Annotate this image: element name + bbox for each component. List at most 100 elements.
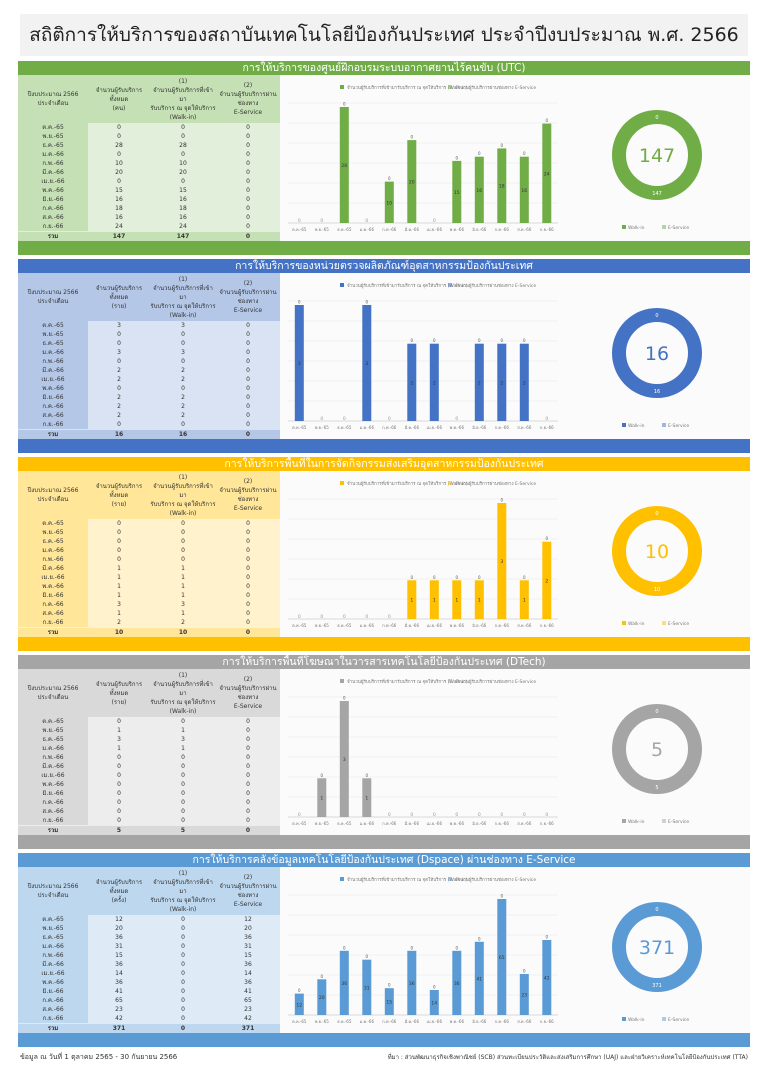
bar: [317, 979, 327, 1015]
x-tick-label: ส.ค.-66: [517, 227, 532, 232]
service-section: การให้บริการของหน่วยตรวจผลิตภัณฑ์อุตสาหก…: [18, 259, 750, 453]
walkin-sum-cell: 16: [178, 431, 188, 438]
header-eservice-number: (2): [243, 478, 253, 485]
eservice-cell: 0: [246, 556, 250, 563]
header-walkin-number: (1): [178, 671, 188, 679]
header-total-unit: (ครั้ง): [111, 896, 127, 904]
total-cell: 0: [117, 178, 121, 185]
total-cell: 1: [117, 565, 121, 572]
chart-background: [280, 273, 564, 439]
walkin-cell: 0: [181, 331, 185, 338]
bar: [362, 959, 372, 1015]
month-cell: ม.ค.-66: [18, 744, 88, 753]
legend-eservice-swatch: [448, 283, 452, 287]
total-cell: 36: [115, 934, 123, 941]
walkin-cell: 0: [181, 556, 185, 563]
bar-chart-svg: จำนวนผู้รับบริการที่เข้ามารับบริการ ณ จุ…: [280, 471, 564, 637]
bar-value-label: 36: [341, 981, 347, 987]
bar-chart-svg: จำนวนผู้รับบริการที่เข้ามารับบริการ ณ จุ…: [280, 867, 564, 1033]
bar-value-label: 0: [343, 416, 346, 422]
x-tick-label: ส.ค.-66: [517, 623, 532, 628]
month-cell: พ.ย.-65: [18, 132, 88, 141]
bar-value-label: 0: [455, 812, 458, 818]
donut-top-label: 0: [655, 907, 658, 913]
donut-center-value: 16: [645, 343, 669, 365]
table-row: ต.ค.-65 3 3 0: [18, 321, 280, 330]
table-row: มิ.ย.-66 0 0 0: [18, 789, 280, 798]
eservice-cell: 0: [246, 421, 250, 428]
donut-center-value: 147: [639, 145, 675, 167]
x-tick-label: ส.ค.-66: [517, 1019, 532, 1024]
table-row: ธ.ค.-65 0 0 0: [18, 537, 280, 546]
x-tick-label: ก.พ.-66: [382, 623, 397, 628]
eservice-cell: 0: [246, 178, 250, 185]
x-tick-label: ก.ย.-66: [540, 1019, 554, 1024]
table-row: ก.ค.-66 18 18 0: [18, 204, 280, 213]
section-footer-band: [18, 241, 750, 255]
table-row: เม.ย.-66 0 0 0: [18, 771, 280, 780]
table-row: ก.ย.-66 0 0 0: [18, 420, 280, 429]
header-walkin: (1) จำนวนผู้รับบริการที่เข้ามา รับบริการ …: [150, 867, 216, 915]
eservice-sum-cell: 0: [245, 233, 251, 240]
total-cell: 1: [117, 727, 121, 734]
service-section: การให้บริการพื้นที่ในการจัดกิจกรรมส่งเสร…: [18, 457, 750, 651]
bar: [452, 160, 462, 223]
eservice-sum-cell: 0: [245, 629, 251, 636]
x-tick-label: ม.ค.-66: [360, 1019, 375, 1024]
table-row: ส.ค.-66 23 0 23: [18, 1005, 280, 1014]
month-cell: พ.ค.-66: [18, 384, 88, 393]
bar-top-label: 0: [298, 300, 301, 305]
bar-value-label: 15: [454, 190, 460, 196]
x-tick-label: มี.ค.-66: [404, 425, 419, 430]
bar: [339, 107, 349, 223]
month-cell: ส.ค.-66: [18, 609, 88, 618]
eservice-cell: 0: [246, 124, 250, 131]
total-sum-cell: 147: [112, 233, 126, 240]
table-row: ต.ค.-65 0 0 0: [18, 519, 280, 528]
month-cell: มิ.ย.-66: [18, 987, 88, 996]
total-sum-cell: 5: [116, 827, 122, 834]
walkin-cell: 0: [181, 385, 185, 392]
legend-eservice-swatch: [448, 481, 452, 485]
bar: [519, 343, 529, 421]
total-cell: 0: [117, 520, 121, 527]
table-row: ก.พ.-66 0 0 0: [18, 555, 280, 564]
donut-chart: 147 0 147 Walk-in E-Service: [564, 75, 750, 241]
eservice-cell: 0: [246, 349, 250, 356]
x-tick-label: พ.ค.-66: [450, 623, 465, 628]
bar-value-label: 3: [500, 559, 503, 565]
header-eservice: (2) จำนวนผู้รับบริการผ่าน ช่องทาง E-Servi…: [216, 669, 280, 717]
total-cell: 0: [117, 754, 121, 761]
bar-top-label: 0: [523, 151, 526, 156]
bar: [294, 305, 304, 421]
x-tick-label: เม.ย.-66: [427, 227, 443, 232]
bar-top-label: 0: [478, 575, 481, 580]
table-header: ปีงบประมาณ 2566 ประจำเดือน จำนวนผู้รับบริ…: [18, 669, 280, 717]
x-tick-label: เม.ย.-66: [427, 623, 443, 628]
header-total-unit: (ราย): [111, 698, 127, 706]
total-label-cell: รวม: [47, 233, 59, 240]
walkin-sum-cell: 10: [178, 629, 188, 636]
bar-value-label: 0: [478, 812, 481, 818]
walkin-sum-cell: 0: [180, 1025, 186, 1032]
donut-legend-eservice: E-Service: [668, 819, 689, 825]
total-cell: 0: [117, 538, 121, 545]
bar: [429, 343, 439, 421]
legend-walkin-label: จำนวนผู้รับบริการที่เข้ามารับบริการ ณ จุ…: [347, 678, 468, 685]
bar-chart-svg: จำนวนผู้รับบริการที่เข้ามารับบริการ ณ จุ…: [280, 75, 564, 241]
legend-eservice-label: จำนวนผู้รับบริการผ่านช่องทาง E-Service: [455, 876, 536, 883]
table-header: ปีงบประมาณ 2566 ประจำเดือน จำนวนผู้รับบริ…: [18, 867, 280, 915]
header-walkin: (1) จำนวนผู้รับบริการที่เข้ามา รับบริการ …: [150, 75, 216, 123]
month-cell: ต.ค.-65: [18, 519, 88, 528]
section-title: การให้บริการของหน่วยตรวจผลิตภัณฑ์อุตสาหก…: [18, 259, 750, 273]
bar-chart: จำนวนผู้รับบริการที่เข้ามารับบริการ ณ จุ…: [280, 273, 564, 439]
bar-chart: จำนวนผู้รับบริการที่เข้ามารับบริการ ณ จุ…: [280, 669, 564, 835]
legend-eservice-swatch: [448, 679, 452, 683]
bar-top-label: 0: [501, 338, 504, 343]
bar-value-label: 14: [431, 1001, 437, 1007]
total-cell: 2: [117, 619, 121, 626]
table-row: พ.ย.-65 0 0 0: [18, 132, 280, 141]
donut-legend-eservice: E-Service: [668, 225, 689, 231]
bar-value-label: 65: [499, 955, 505, 961]
bar-value-label: 0: [433, 812, 436, 818]
